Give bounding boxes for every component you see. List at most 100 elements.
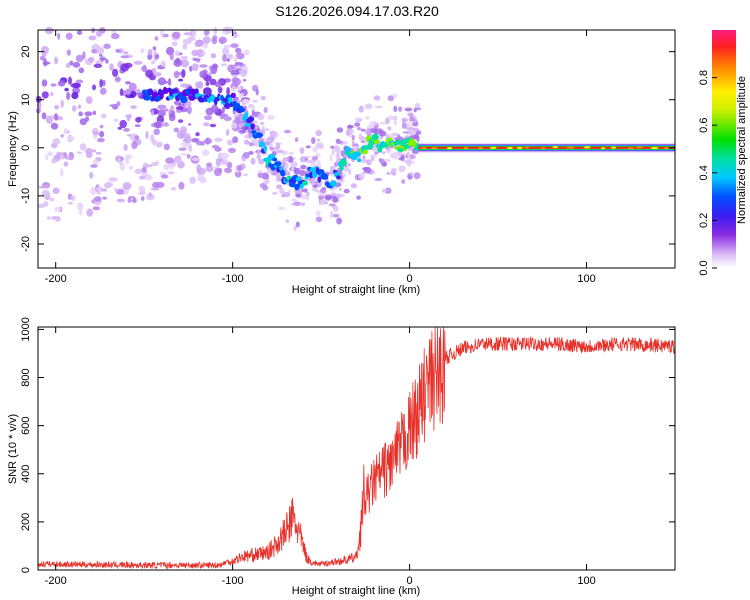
heatmap-cell [299,183,304,189]
heatmap-cell [89,171,94,179]
heatmap-cell [70,83,80,88]
heatmap-cell [366,159,372,166]
heatmap-cell [339,173,343,181]
heatmap-cell [141,89,147,95]
snr-series-line [37,327,676,570]
heatmap-cell [54,113,58,121]
heatmap-cell [240,108,246,113]
heatmap-cell [67,136,75,141]
heatmap-cell [354,117,363,121]
heatmap-cell [226,58,231,62]
heatmap-cell [287,156,294,163]
heatmap-cell [250,123,255,130]
colorbar-tick-label: 0.8 [698,70,710,85]
heatmap-cell [331,148,335,156]
heatmap-cell [293,225,297,231]
heatmap-cell [290,161,298,168]
heatmap-cell [242,156,247,162]
heatmap-cell [221,106,225,113]
heatmap-cell [180,55,189,60]
heatmap-cell [345,146,351,153]
heatmap-cell [282,150,288,155]
heatmap-cell [41,91,49,99]
heatmap-cell [85,96,93,104]
heatmap-cell [59,153,65,160]
heatmap-cell [207,72,212,76]
heatmap-cell [57,80,66,87]
heatmap-cell [147,88,154,96]
heatmap-cell [178,78,184,82]
heatmap-cell [92,131,100,136]
heatmap-cell [285,219,289,223]
heatmap-cell [183,32,193,36]
heatmap-cell [230,92,236,99]
heatmap-cell [627,147,634,150]
heatmap-cell [295,221,300,228]
heatmap-cell [240,69,248,78]
heatmap-cell [191,157,201,161]
heatmap-cell [360,158,368,164]
heatmap-cell [100,188,108,192]
heatmap-cell [104,182,112,189]
x-tick-label: -200 [45,273,67,285]
heatmap-cell [138,185,145,192]
heatmap-cell [260,122,265,125]
heatmap-cell [247,116,255,122]
heatmap-cell [203,139,212,144]
heatmap-cell [155,54,160,59]
heatmap-cell [160,60,166,68]
heatmap-cell [168,113,176,122]
heatmap-cell [75,79,84,84]
heatmap-cell [275,184,283,190]
heatmap-cell [88,35,97,41]
heatmap-cell [165,157,175,164]
heatmap-cell [309,179,317,186]
heatmap-cell [77,104,82,110]
heatmap-cell [291,198,298,202]
heatmap-cell [304,155,312,159]
heatmap-cell [126,116,131,122]
heatmap-cell [358,133,362,139]
heatmap-cell [150,134,155,142]
heatmap-cell [189,176,197,185]
heatmap-cell [50,83,57,87]
heatmap-cell [105,59,109,64]
heatmap-cell [379,121,387,125]
snr-x-ticks: -200 -100 0 100 [45,327,596,587]
heatmap-cell [312,146,318,153]
heatmap-cell [583,146,591,149]
heatmap-cell [176,155,182,164]
heatmap-cell [175,106,184,111]
heatmap-cell [152,46,157,51]
heatmap-cell [373,139,381,144]
x-tick-label: 100 [577,273,595,285]
heatmap-cell [131,141,138,150]
heatmap-cell [202,87,212,96]
heatmap-cell [264,176,269,180]
heatmap-cell [148,192,152,198]
heatmap-cell [317,182,322,188]
heatmap-cell [71,105,77,112]
heatmap-cell [263,145,268,153]
heatmap-cell [238,129,246,134]
heatmap-cell [394,137,399,140]
heatmap-cell [478,147,484,150]
heatmap-cell [388,115,395,121]
heatmap-cell [371,157,375,162]
heatmap-cell [234,66,241,69]
heatmap-cell [92,149,96,153]
heatmap-cell [342,140,349,145]
heatmap-cell [231,74,239,78]
heatmap-cell [258,141,266,147]
heatmap-cell [336,127,344,133]
heatmap-cell [78,67,85,74]
heatmap-cell [93,63,103,68]
heatmap-cell [126,133,132,137]
heatmap-cell [338,187,342,191]
heatmap-cell [358,105,364,113]
heatmap-cell [310,137,316,145]
colorbar-gradient [712,30,736,268]
heatmap-cell [329,165,334,172]
heatmap-cell [170,88,178,93]
heatmap-cell [350,183,357,189]
